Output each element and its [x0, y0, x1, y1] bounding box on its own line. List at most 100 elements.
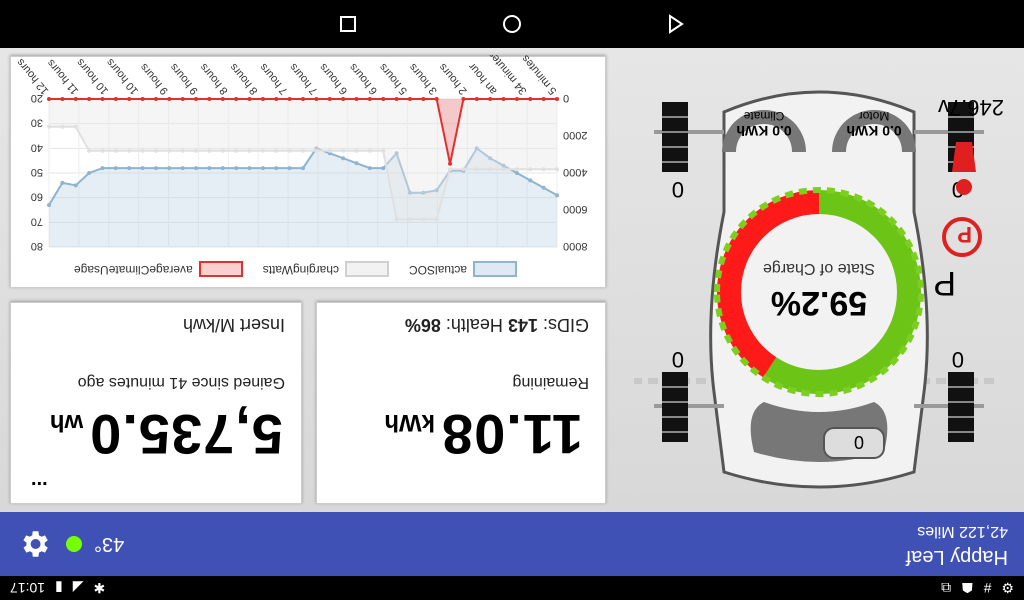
point-averageClimateUsage	[100, 97, 105, 101]
point-actualSOC	[247, 166, 252, 171]
point-chargingWatts	[394, 217, 399, 222]
point-chargingWatts	[341, 148, 346, 153]
point-actualSOC	[474, 146, 479, 151]
point-chargingWatts	[501, 167, 506, 172]
point-actualSOC	[60, 180, 65, 185]
bluetooth-icon: ✱	[93, 580, 106, 597]
y-left-tick: 70	[31, 215, 43, 227]
point-chargingWatts	[247, 148, 252, 153]
wifi-icon: ◢	[72, 580, 84, 597]
point-actualSOC	[367, 166, 372, 171]
point-averageClimateUsage	[514, 97, 519, 101]
recents-button-icon[interactable]	[336, 12, 360, 36]
gear-indicator: P	[933, 264, 956, 302]
motor-label: Motor	[859, 109, 890, 123]
point-chargingWatts	[555, 167, 559, 172]
point-actualSOC	[514, 171, 519, 175]
point-chargingWatts	[207, 148, 212, 153]
efficiency: Insert M/kwh	[182, 315, 285, 335]
y-left-tick: 40	[31, 141, 43, 153]
x-tick: 9 hours	[138, 61, 171, 97]
gear-icon[interactable]	[20, 527, 54, 561]
x-tick: 12 hours	[14, 56, 51, 97]
series-area-chargingWatts	[49, 99, 557, 220]
point-averageClimateUsage	[314, 97, 319, 101]
svg-text:P: P	[957, 222, 972, 247]
status-dot	[66, 536, 82, 552]
point-actualSOC	[541, 185, 546, 190]
navigation-bar	[0, 0, 1024, 48]
car-panel: 0 0 0 0 0 59.2% State of Charge 0.0 KWh …	[614, 48, 1024, 512]
point-actualSOC	[127, 166, 132, 171]
gain-unit: wh	[49, 409, 84, 436]
energy-unit: kWh	[384, 409, 435, 436]
point-averageClimateUsage	[501, 97, 506, 101]
y-right-tick: 4000	[563, 166, 587, 178]
point-chargingWatts	[47, 124, 51, 129]
point-chargingWatts	[434, 217, 439, 222]
point-chargingWatts	[314, 148, 319, 153]
point-averageClimateUsage	[180, 97, 185, 101]
point-chargingWatts	[514, 167, 519, 172]
content-area: 0 0 0 0 0 59.2% State of Charge 0.0 KWh …	[0, 48, 1024, 512]
point-averageClimateUsage	[260, 97, 265, 101]
point-chargingWatts	[287, 148, 292, 153]
point-averageClimateUsage	[394, 97, 399, 101]
point-averageClimateUsage	[247, 97, 252, 101]
point-averageClimateUsage	[381, 97, 386, 101]
point-actualSOC	[47, 203, 51, 208]
y-right-tick: 6000	[563, 203, 587, 215]
tire-fr-value: 0	[672, 347, 684, 372]
point-averageClimateUsage	[434, 97, 439, 101]
point-averageClimateUsage	[234, 97, 239, 101]
point-chargingWatts	[381, 148, 386, 153]
more-options-button[interactable]: ...	[31, 477, 48, 499]
point-chargingWatts	[87, 148, 92, 153]
history-chart-card: actualSOC chargingWatts averageClimateUs…	[10, 55, 606, 288]
point-averageClimateUsage	[474, 97, 479, 101]
point-averageClimateUsage	[47, 97, 51, 101]
point-averageClimateUsage	[274, 97, 279, 101]
gids-value: 143	[507, 315, 538, 335]
series-area-averageClimateUsage	[49, 99, 557, 164]
tire-front-left	[948, 372, 974, 442]
point-averageClimateUsage	[301, 97, 305, 101]
point-actualSOC	[194, 166, 199, 171]
point-averageClimateUsage	[448, 161, 453, 166]
point-averageClimateUsage	[461, 97, 466, 101]
point-chargingWatts	[448, 167, 453, 172]
point-chargingWatts	[180, 148, 185, 153]
point-actualSOC	[140, 166, 145, 171]
x-tick: 2 hours	[437, 61, 470, 97]
y-left-tick: 20	[31, 92, 43, 104]
cast-icon: ⧉	[941, 580, 952, 597]
ac-value: 0	[854, 432, 864, 452]
x-tick: 7 hours	[287, 61, 320, 97]
soc-ring-discharge	[717, 190, 921, 394]
parking-brake-icon: P	[942, 217, 982, 257]
point-averageClimateUsage	[341, 97, 346, 101]
back-button-icon[interactable]	[664, 12, 688, 36]
x-tick: 6 hours	[347, 61, 380, 97]
ac-unit	[823, 427, 885, 459]
point-actualSOC	[73, 183, 78, 188]
point-chargingWatts	[488, 167, 493, 172]
clock: 10:17	[10, 580, 46, 596]
home-button-icon[interactable]	[500, 12, 524, 36]
gain-label: Gained since 41 minutes ago	[77, 374, 285, 391]
point-actualSOC	[287, 166, 292, 171]
point-averageClimateUsage	[73, 97, 78, 101]
battery-charging-icon: ▮	[55, 580, 63, 597]
point-averageClimateUsage	[421, 97, 426, 101]
x-tick: 7 hours	[257, 61, 290, 97]
point-actualSOC	[488, 156, 493, 161]
point-actualSOC	[113, 166, 118, 171]
y-left-tick: 30	[31, 117, 43, 129]
point-actualSOC	[354, 161, 359, 166]
motor-value: 0.0 KWh	[846, 123, 901, 139]
point-chargingWatts	[327, 148, 332, 153]
point-chargingWatts	[153, 148, 158, 153]
app-title: Happy Leaf	[905, 546, 1008, 568]
point-chargingWatts	[528, 167, 533, 172]
